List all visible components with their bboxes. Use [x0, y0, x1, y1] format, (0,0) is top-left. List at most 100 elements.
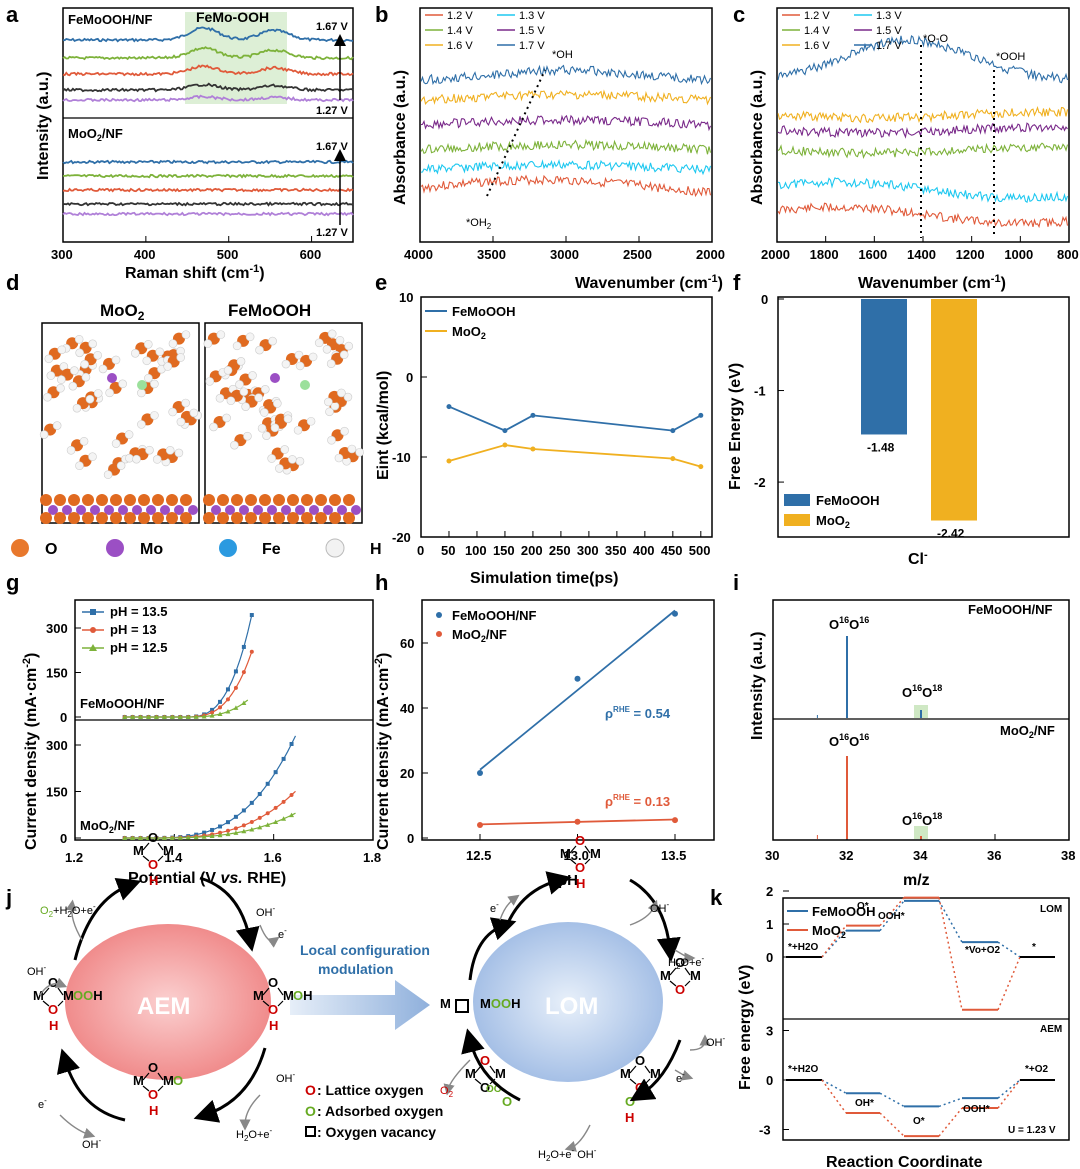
h-atom — [44, 354, 54, 364]
j-metal: M — [590, 846, 601, 861]
j-ads-oo: OO — [486, 1084, 502, 1095]
k-aem-moo2-conn-0 — [821, 1079, 847, 1114]
k-aem-tag: AEM — [1040, 1024, 1062, 1035]
i-peak-4: O16O18 — [902, 811, 942, 828]
j-metal: M — [63, 988, 74, 1003]
e-xtick: 100 — [465, 543, 487, 558]
h-atom — [80, 359, 89, 369]
j-sp-6: OH- — [82, 1136, 102, 1151]
c-lines-series-1 — [777, 177, 1069, 204]
h-atom — [273, 399, 282, 408]
i-ylabel: Intensity (a.u.) — [749, 632, 766, 740]
h-legend-1: FeMoOOH/NF — [452, 608, 537, 623]
k-lom-moo2-conn-2 — [938, 897, 963, 1010]
k-u-label: U = 1.23 V — [1008, 1125, 1056, 1136]
f-legend-1: FeMoOOH — [816, 493, 880, 508]
a-top-label: FeMoOOH/NF — [68, 12, 153, 27]
b-legend-item-3: 1.5 V — [519, 25, 545, 37]
h-atom — [130, 348, 140, 358]
a-bot-series-3 — [62, 201, 354, 207]
j-oxygen: O — [480, 1053, 490, 1068]
e-ytick: -10 — [392, 450, 411, 465]
k-lom-state-3: *Vo+O2 — [965, 945, 1001, 956]
d-legend-fe: Fe — [262, 541, 281, 558]
a-arrow-bot-1: 1.27 V — [316, 105, 348, 117]
g-ytick: 0 — [60, 831, 67, 846]
e-ytick: -20 — [392, 530, 411, 545]
a-bot-series-2 — [62, 187, 354, 193]
k-aem-state-2: O* — [913, 1116, 925, 1127]
e-point — [530, 446, 536, 452]
j-sp-5: e- — [38, 1096, 47, 1111]
h-atom — [116, 461, 126, 470]
g-xlabel: Potential (V vs. RHE) — [128, 870, 286, 887]
k-lom-moo2-conn-0 — [821, 925, 847, 958]
e-point — [530, 412, 536, 418]
h-annot-2: ρRHE = 0.13 — [605, 793, 670, 809]
h-atom — [74, 335, 84, 344]
h-atom — [344, 341, 354, 351]
h-atom — [230, 440, 239, 450]
a-arrow-top-1: 1.67 V — [316, 21, 348, 33]
h-ytick: 0 — [407, 831, 414, 846]
a-top-series-4 — [62, 94, 354, 103]
c-lines-series-5 — [777, 35, 1069, 84]
h-atom — [257, 423, 267, 433]
j-sp-8: H2O+e- — [236, 1126, 273, 1143]
h-atom — [124, 430, 134, 439]
aem-label: AEM — [137, 993, 190, 1020]
i-xtick: 38 — [1061, 848, 1075, 863]
h-atom — [168, 407, 177, 417]
k-lom-moo2-conn-3 — [997, 956, 1021, 1011]
h-atom — [340, 426, 349, 436]
h-atom — [205, 377, 215, 386]
j-hydrogen: H — [149, 873, 158, 888]
e-xtick: 350 — [605, 543, 627, 558]
h-atom — [70, 366, 79, 375]
k-ytick: 0 — [766, 1073, 773, 1088]
h-xtick: 13.5 — [661, 848, 686, 863]
h-atom — [93, 350, 102, 360]
panel-letter-c: c — [733, 2, 745, 27]
h-atom-icon — [325, 538, 345, 558]
h-atom — [275, 464, 284, 473]
h-atom — [343, 392, 353, 402]
h-annot-1: ρRHE = 0.54 — [605, 705, 671, 721]
highlight-band — [185, 12, 287, 104]
h-atom — [337, 388, 346, 398]
j-metal: M — [440, 996, 451, 1011]
j-oxygen: O — [148, 1087, 158, 1102]
j-metal: M — [620, 1066, 631, 1081]
h-atom — [103, 470, 113, 479]
h-atom — [281, 359, 291, 369]
vacancy-square — [455, 999, 469, 1013]
j-sp-12: O2 — [440, 1085, 454, 1099]
c-ylabel: Absorbance (a.u.) — [749, 70, 766, 205]
e-xtick: 450 — [661, 543, 683, 558]
k-xlabel: Reaction Coordinate — [826, 1154, 983, 1169]
e-point — [446, 404, 452, 410]
g-bot-series-0 — [124, 735, 297, 839]
mo-atom — [107, 373, 117, 383]
j-sp-15: H2O+e- OH- — [538, 1146, 597, 1163]
panel-e-eint: 50 100 150 200 250 300 350 400 450 5000-20-10010 … — [375, 290, 713, 587]
arrow-text-1: Local configuration — [300, 942, 430, 958]
j-oxygen: O — [148, 830, 158, 845]
j-oxygen: O — [675, 955, 685, 970]
e-xtick-0: 0 — [417, 543, 424, 558]
h-ylabel: Current density (mA·cm-2) — [373, 653, 392, 850]
a-bot-series-0 — [62, 159, 354, 165]
k-ytick: 3 — [766, 1024, 773, 1039]
b-ticks-xtick: 2500 — [623, 247, 652, 262]
panel-a-frame — [62, 7, 354, 243]
a-top-series-0 — [62, 26, 354, 43]
h-atom — [267, 454, 276, 463]
g-xtick: 1.8 — [363, 850, 381, 865]
e-point — [502, 428, 508, 434]
j-sp-1: O2+H2O+e- — [40, 902, 96, 919]
k-aem-state-0: *+H2O — [788, 1064, 819, 1075]
e-point — [446, 458, 452, 464]
h-atom — [144, 373, 153, 383]
f-bar-0 — [861, 299, 907, 435]
